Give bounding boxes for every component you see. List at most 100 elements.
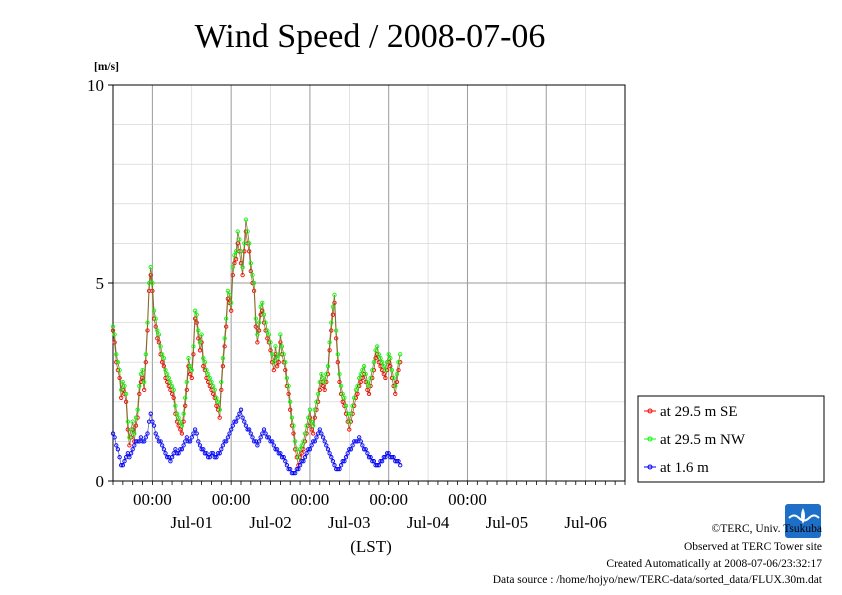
- data-point: [235, 229, 240, 234]
- data-point: [355, 383, 360, 389]
- data-point: [174, 411, 180, 416]
- data-point: [160, 443, 165, 448]
- data-point: [288, 407, 293, 412]
- data-point: [194, 431, 199, 436]
- data-point: [178, 419, 183, 424]
- data-point: [366, 455, 372, 460]
- data-point: [204, 367, 209, 373]
- data-point: [329, 320, 334, 325]
- series-layer: [110, 217, 403, 476]
- data-point: [202, 360, 208, 365]
- data-point: [291, 470, 296, 476]
- data-point: [248, 261, 253, 266]
- data-point: [145, 431, 150, 436]
- data-point: [132, 443, 137, 448]
- data-point: [215, 451, 221, 456]
- data-point: [184, 387, 189, 393]
- data-point: [117, 367, 122, 373]
- data-point: [155, 336, 160, 341]
- data-point: [215, 399, 221, 404]
- data-point: [256, 328, 262, 333]
- data-point: [222, 439, 227, 444]
- data-point: [110, 431, 116, 436]
- x-day-label: Jul-05: [486, 513, 529, 532]
- data-point: [378, 356, 383, 361]
- data-point: [265, 336, 270, 341]
- data-point: [227, 431, 232, 436]
- data-point: [184, 435, 189, 440]
- data-point: [166, 375, 171, 381]
- data-point: [373, 348, 378, 353]
- series-2: [110, 407, 403, 476]
- data-point: [317, 379, 322, 385]
- data-point: [274, 356, 280, 361]
- data-point: [189, 435, 194, 440]
- data-point: [214, 403, 219, 408]
- data-point: [237, 411, 242, 416]
- data-point: [337, 371, 342, 377]
- legend-swatch-marker: [647, 464, 653, 470]
- data-point: [194, 320, 199, 325]
- data-point: [334, 328, 339, 333]
- data-point: [171, 387, 176, 393]
- x-tick-label: 00:00: [369, 490, 408, 509]
- data-point: [335, 352, 340, 357]
- data-point: [263, 431, 268, 436]
- data-point: [363, 371, 368, 377]
- data-point: [156, 439, 162, 444]
- data-point: [138, 371, 144, 377]
- data-point: [207, 375, 212, 381]
- data-point: [311, 431, 316, 436]
- data-point: [192, 308, 198, 313]
- data-point: [165, 371, 170, 377]
- x-tick-label: 00:00: [448, 490, 487, 509]
- data-point: [368, 455, 373, 460]
- data-point: [286, 466, 291, 472]
- data-point: [315, 391, 321, 397]
- data-point: [247, 249, 252, 254]
- data-point: [240, 272, 245, 278]
- data-point: [142, 439, 147, 444]
- data-point: [230, 423, 235, 428]
- data-point: [388, 364, 393, 369]
- data-point: [206, 455, 211, 460]
- data-point: [357, 375, 362, 381]
- data-point: [301, 439, 306, 444]
- data-point: [206, 371, 211, 377]
- data-point: [209, 451, 214, 456]
- series-line: [112, 231, 401, 466]
- data-point: [322, 387, 327, 393]
- data-point: [307, 407, 313, 412]
- data-point: [117, 455, 122, 460]
- data-point: [171, 395, 176, 400]
- data-point: [271, 443, 276, 448]
- data-point: [360, 443, 365, 448]
- x-day-label: Jul-02: [249, 513, 292, 532]
- data-point: [274, 364, 280, 369]
- data-point: [265, 435, 270, 440]
- data-point: [296, 455, 301, 460]
- data-point: [150, 280, 155, 286]
- x-day-label: Jul-03: [328, 513, 371, 532]
- data-point: [256, 320, 262, 325]
- data-point: [148, 265, 153, 270]
- data-point: [350, 403, 355, 408]
- data-point: [114, 352, 119, 357]
- data-point: [161, 356, 167, 361]
- data-point: [151, 308, 157, 313]
- data-point: [312, 407, 317, 412]
- data-point: [396, 367, 401, 373]
- data-point: [332, 463, 337, 468]
- data-point: [160, 352, 165, 357]
- data-point: [338, 383, 344, 389]
- data-point: [169, 383, 175, 389]
- data-point: [173, 403, 178, 408]
- data-point: [173, 447, 178, 452]
- legend-swatch-marker: [647, 408, 653, 414]
- data-point: [322, 439, 327, 444]
- data-point: [338, 463, 344, 468]
- data-point: [340, 399, 345, 404]
- data-point: [320, 383, 326, 389]
- legend-label: at 29.5 m NW: [660, 432, 746, 448]
- data-point: [293, 470, 298, 476]
